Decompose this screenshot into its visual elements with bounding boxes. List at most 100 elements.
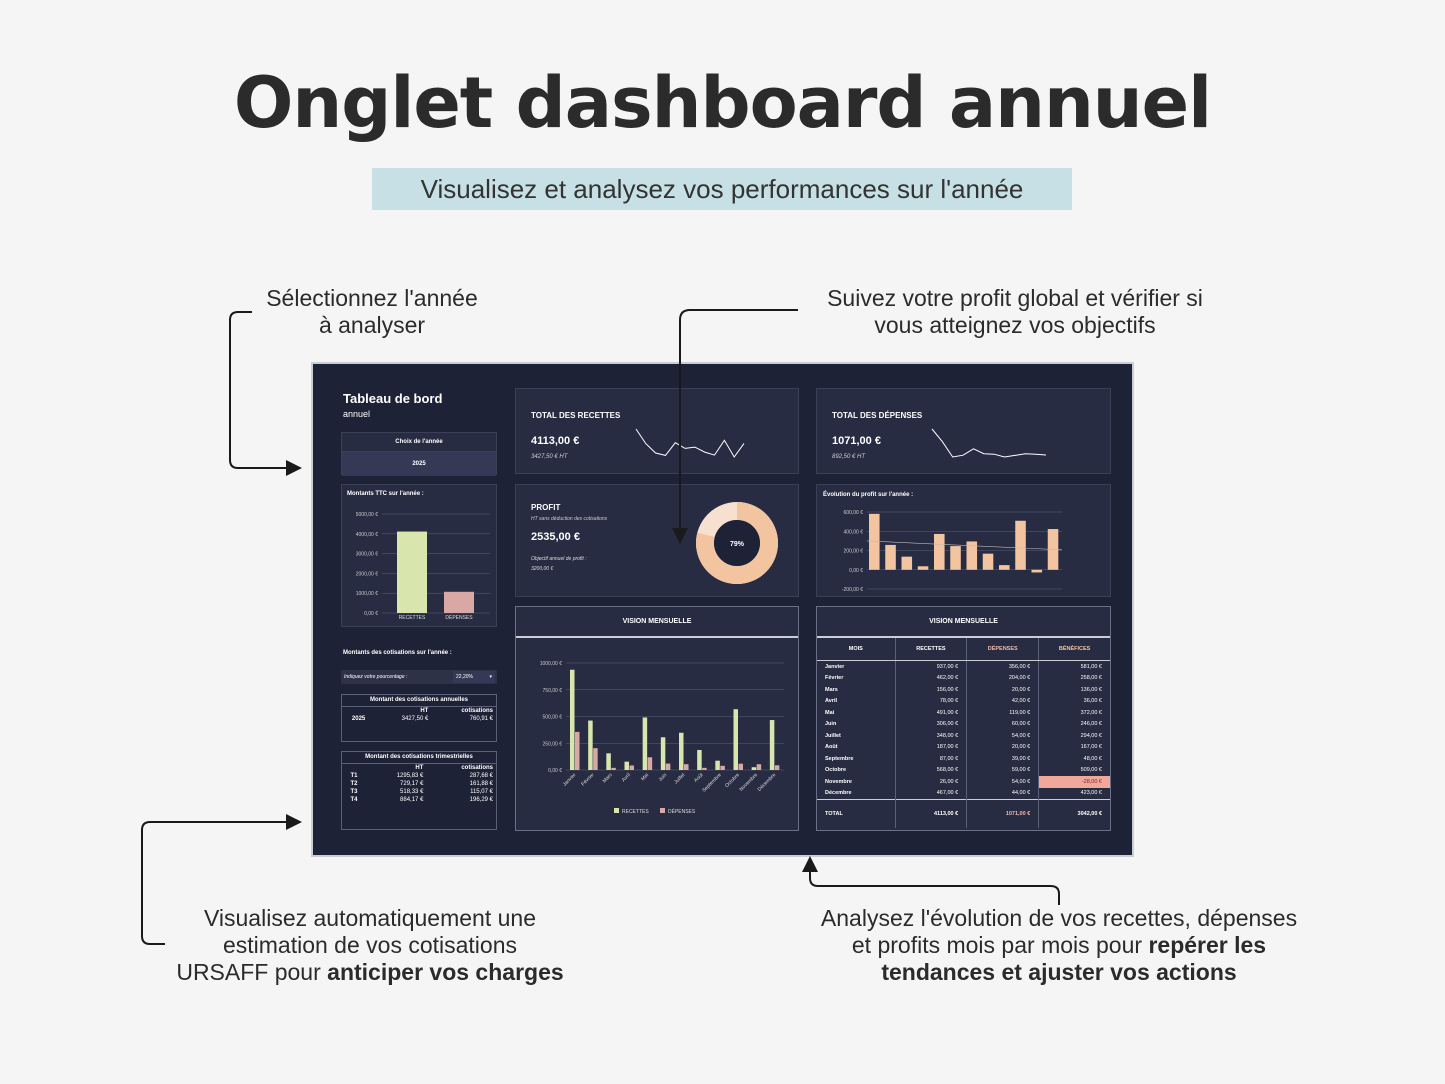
column-header: HT (420, 708, 429, 714)
monthly-bar-recettes (769, 720, 775, 770)
y-tick-label: 2000,00 € (356, 571, 378, 577)
year-selector[interactable]: Choix de l'année 2025 (341, 432, 497, 476)
callout-emphasis: repérer les (1148, 932, 1267, 958)
y-tick-label: 600,00 € (844, 510, 864, 516)
y-tick-label: 200,00 € (844, 549, 864, 555)
dashboard-subtitle: annuel (343, 409, 371, 419)
monthly-bar-recettes (697, 749, 702, 770)
table-row: Février 462,00 €204,00 € 258,00 € (817, 672, 1110, 684)
profit-goal-value: 3200,00 € (531, 566, 554, 572)
monthly-chart-panel: VISION MENSUELLE 1000,00 € 750,00 € 500,00… (515, 606, 799, 831)
profit-bar-septembre (999, 565, 1010, 570)
monthly-chart-title: VISION MENSUELLE (516, 607, 798, 638)
table-cell: Septembre (817, 753, 896, 765)
callout-emphasis: tendances et ajuster vos actions (881, 959, 1237, 985)
table-cell: 20,00 € (966, 741, 1040, 753)
table-cell: 136,00 € (1080, 686, 1102, 693)
table-cell: 39,00 € (966, 753, 1040, 765)
callout-select-year: Sélectionnez l'année à analyser (232, 285, 512, 339)
callout-line: tendances et ajuster vos actions (780, 959, 1338, 986)
table-cell: 287,68 € (469, 773, 493, 779)
callout-profit: Suivez votre profit global et vérifier s… (790, 285, 1240, 339)
ttc-bar-dépenses (444, 591, 474, 613)
year-selector-value[interactable]: 2025 (342, 452, 496, 476)
table-cell: 884,17 € (400, 797, 424, 803)
percent-value: 22,20% (456, 674, 473, 680)
percent-label: Indiquez votre pourcentage : (344, 674, 408, 680)
monthly-chart: 1000,00 €750,00 €500,00 €250,00 €0,00 €J… (540, 661, 784, 815)
y-tick-label: 1000,00 € (540, 661, 562, 667)
table-cell: Octobre (817, 764, 896, 776)
donut-percent: 79% (730, 541, 745, 548)
table-cell: 467,00 € (895, 787, 968, 800)
table-cell: Mai (817, 707, 896, 719)
table-cell: 60,00 € (966, 718, 1040, 730)
chevron-down-icon[interactable]: ▾ (489, 674, 492, 680)
column-header: RECETTES (895, 638, 968, 661)
table-cell: 423,00 € (1080, 790, 1102, 797)
ttc-bar-recettes (397, 531, 427, 613)
table-cell: Juillet (817, 730, 896, 742)
table-cell: 78,00 € (895, 695, 968, 707)
percent-input[interactable]: 22,20% ▾ (453, 671, 495, 683)
table-cell: 54,00 € (966, 730, 1040, 742)
table-cell: 760,91 € (469, 716, 493, 722)
recettes-sparkline (635, 428, 745, 458)
table-row: T3 518,33 € 115,07 € (342, 788, 496, 796)
table-cell: 491,00 € (895, 707, 968, 719)
table-cell: 348,00 € (895, 730, 968, 742)
table-cell: 187,00 € (895, 741, 968, 753)
table-cell: 356,00 € (966, 660, 1040, 673)
callout-cotisations: Visualisez automatiquement une estimatio… (150, 905, 590, 986)
table-cell: 3042,00 € (1038, 799, 1110, 828)
x-tick-label: RECETTES (399, 615, 426, 621)
table-row: Mai 491,00 €119,00 € 372,00 € (817, 707, 1110, 719)
y-tick-label: 500,00 € (543, 715, 563, 721)
x-tick-label: Octobre (724, 772, 741, 789)
ttc-chart-title: Montants TTC sur l'année : (347, 491, 424, 497)
table-cell: TOTAL (817, 799, 896, 828)
monthly-bar-dépenses (684, 764, 689, 770)
table-cell: 196,29 € (469, 797, 493, 803)
monthly-bar-dépenses (647, 757, 653, 770)
x-tick-label: DÉPENSES (445, 614, 473, 621)
monthly-table: MOIS RECETTES DÉPENSES BÉNÉFICES Janvier 937,… (817, 638, 1110, 828)
table-cell: 36,00 € (1083, 698, 1102, 705)
callout-text: URSAFF pour (176, 959, 328, 985)
table-total-row: TOTAL 4113,00 €1071,00 €3042,00 € (817, 799, 1110, 828)
annual-table-title: Montant des cotisations annuelles (342, 695, 496, 707)
table-cell: 4113,00 € (895, 799, 968, 828)
table-header-row: HT cotisations (342, 764, 496, 772)
cotisations-quarterly-table: Montant des cotisations trimestrielles H… (341, 751, 497, 830)
legend-swatch (660, 808, 665, 813)
x-tick-label: Décembre (757, 772, 778, 793)
x-tick-label: Février (580, 772, 595, 787)
x-tick-label: Juillet (673, 772, 687, 786)
table-row: T1 1295,83 € 287,68 € (342, 772, 496, 780)
profit-value: 2535,00 € (531, 531, 580, 543)
table-cell: 518,33 € (400, 789, 424, 795)
monthly-bar-recettes (751, 767, 757, 770)
table-header-row: MOIS RECETTES DÉPENSES BÉNÉFICES (817, 638, 1110, 661)
recettes-card: TOTAL DES RECETTES 4113,00 € 3427,50 € H… (515, 388, 799, 474)
y-tick-label: 250,00 € (543, 741, 563, 747)
table-cell: T4 (350, 797, 358, 803)
trend-line (866, 540, 1063, 551)
monthly-bar-dépenses (629, 765, 634, 770)
table-cell: Mars (817, 684, 896, 696)
monthly-bar-dépenses (665, 763, 671, 770)
table-cell: 44,00 € (966, 787, 1040, 800)
table-cell: 1071,00 € (966, 799, 1040, 828)
y-tick-label: 3000,00 € (356, 552, 378, 558)
subtitle-banner: Visualisez et analysez vos performances … (372, 168, 1072, 210)
table-cell: 3427,50 € (401, 716, 429, 722)
table-cell: 59,00 € (966, 764, 1040, 776)
profit-note: HT sans déduction des cotisations (531, 516, 608, 522)
x-tick-label: Septembre (701, 772, 723, 794)
profit-bar-février (885, 544, 896, 570)
legend-label: DÉPENSES (668, 808, 696, 815)
profit-bar-août (982, 553, 994, 570)
table-cell: Novembre (817, 776, 896, 788)
depenses-value: 1071,00 € (832, 435, 881, 447)
table-cell: Décembre (817, 787, 896, 800)
